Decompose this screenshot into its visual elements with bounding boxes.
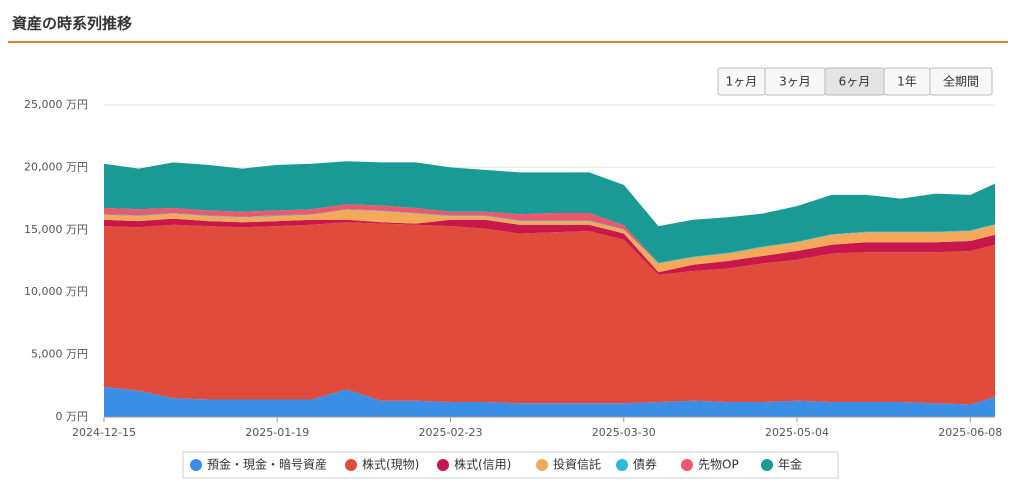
- area: [104, 387, 995, 417]
- legend-marker[interactable]: [761, 459, 773, 471]
- legend-marker[interactable]: [536, 459, 548, 471]
- area: [104, 204, 995, 263]
- x-tick-label: 2025-02-23: [419, 426, 483, 439]
- areas: [104, 161, 995, 417]
- legend-marker[interactable]: [616, 459, 628, 471]
- y-tick-label: 25,000 万円: [24, 98, 88, 111]
- legend-label[interactable]: 年金: [778, 457, 802, 472]
- legend-label[interactable]: 株式(信用): [454, 457, 511, 472]
- legend-box: [182, 451, 839, 479]
- legend-marker[interactable]: [681, 459, 693, 471]
- x-tick-label: 2024-12-15: [72, 426, 136, 439]
- range-button-label[interactable]: 1年: [897, 75, 917, 89]
- range-button-label[interactable]: 3ヶ月: [779, 75, 811, 89]
- x-tick-label: 2025-03-30: [592, 426, 656, 439]
- range-button-label[interactable]: 全期間: [943, 74, 979, 89]
- legend-marker[interactable]: [345, 459, 357, 471]
- legend-label[interactable]: 預金・現金・暗号資産: [207, 457, 327, 472]
- legend: 預金・現金・暗号資産 株式(現物) 株式(信用) 投資信託 債券 先物OP 年金: [190, 457, 802, 472]
- y-tick-label: 5,000 万円: [31, 348, 88, 361]
- y-tick-label: 0 万円: [56, 410, 89, 423]
- legend-label[interactable]: 株式(現物): [362, 457, 419, 472]
- legend-label[interactable]: 投資信託: [553, 457, 601, 472]
- legend-label[interactable]: 債券: [633, 457, 657, 472]
- area: [104, 218, 995, 275]
- range-button[interactable]: [929, 67, 993, 96]
- x-tick-label: 2025-06-08: [938, 426, 1002, 439]
- area: [104, 209, 995, 264]
- area: [104, 161, 995, 263]
- range-buttons: 1ヶ月 3ヶ月 6ヶ月 1年 全期間: [717, 67, 993, 96]
- x-tick-label: 2025-01-19: [245, 426, 309, 439]
- legend-marker[interactable]: [190, 459, 202, 471]
- x-tick-label: 2025-05-04: [765, 426, 829, 439]
- y-tick-label: 10,000 万円: [24, 285, 88, 298]
- y-tick-label: 20,000 万円: [24, 160, 88, 173]
- range-button-label[interactable]: 6ヶ月: [839, 75, 871, 89]
- axes: 0 万円 5,000 万円 10,000 万円 15,000 万円 20,000 万円 2…: [24, 98, 1002, 439]
- range-button-label[interactable]: 1ヶ月: [726, 75, 758, 89]
- legend-marker[interactable]: [437, 459, 449, 471]
- y-tick-label: 15,000 万円: [24, 223, 88, 236]
- chart-title: 資産の時系列推移: [12, 15, 132, 33]
- legend-label[interactable]: 先物OP: [698, 458, 739, 472]
- area: [104, 209, 995, 273]
- area: [104, 222, 995, 405]
